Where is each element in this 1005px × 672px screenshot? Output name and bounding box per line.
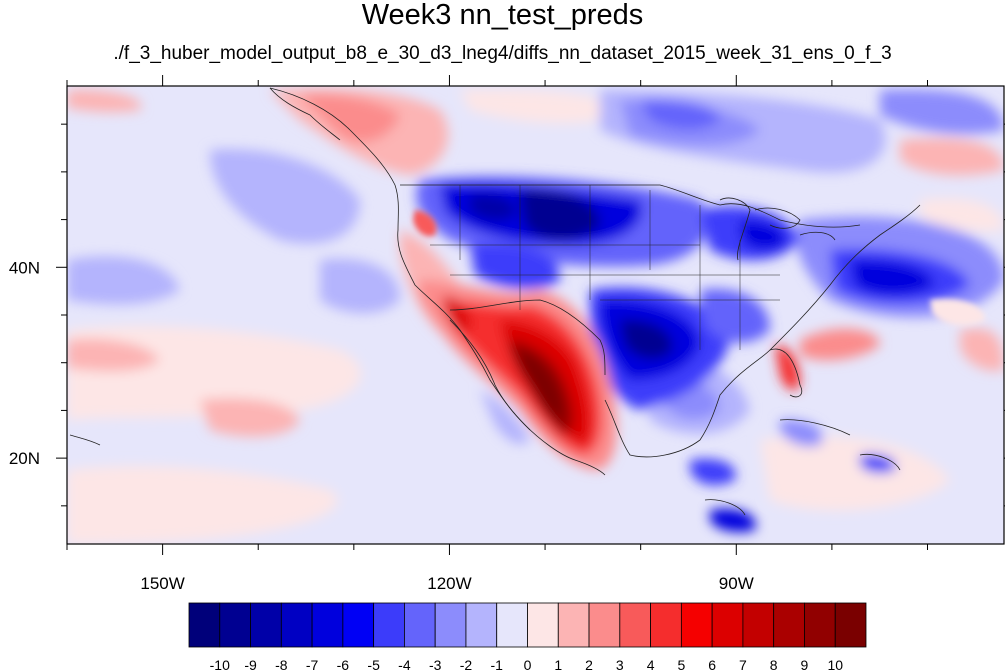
colorbar-swatch: [834, 602, 867, 648]
colorbar-swatch: [219, 602, 251, 648]
field-blob: [300, 94, 400, 143]
colorbar-label: 8: [770, 657, 778, 672]
great-lakes: [719, 197, 836, 261]
us-canada-border: [400, 184, 861, 228]
colorbar-label: -8: [275, 657, 288, 672]
colorbar-label: -6: [337, 657, 350, 672]
colorbar-label: -9: [244, 657, 257, 672]
field-blob: [470, 194, 516, 221]
state-lines: [430, 185, 780, 350]
field-blob: [470, 243, 560, 290]
caribbean-islands: [704, 419, 901, 516]
field-blob: [67, 338, 160, 372]
colorbar-label: -3: [429, 657, 442, 672]
axes: 150W 120W 90W 40N 20N: [9, 75, 1005, 593]
colorbar-swatch: [527, 602, 559, 648]
colorbar-label: -10: [210, 657, 230, 672]
field-blob: [67, 466, 338, 544]
field-blob: [640, 99, 720, 130]
colorbar-swatch: [465, 602, 498, 648]
colorbar-label: -4: [398, 657, 411, 672]
field-blob: [320, 258, 400, 314]
x-tick-label: 90W: [719, 574, 754, 593]
colorbar-swatch: [773, 602, 805, 648]
colorbar-swatch: [742, 602, 775, 648]
us-mexico-border: [449, 299, 606, 376]
field-blob: [760, 436, 950, 511]
colorbar-swatch: [557, 602, 590, 648]
colorbar-swatch: [404, 602, 436, 648]
field-blob: [740, 219, 786, 251]
colorbar-swatch: [280, 602, 313, 648]
colorbar-label: 9: [801, 657, 809, 672]
field-blob: [850, 259, 935, 296]
colorbar-swatch: [188, 602, 221, 648]
colorbar-label: 4: [647, 657, 655, 672]
colorbar-label: 10: [827, 657, 843, 672]
field-blob: [200, 398, 300, 437]
plot-subtitle: ./f_3_huber_model_output_b8_e_30_d3_lneg…: [113, 43, 892, 64]
colorbar-swatch: [711, 602, 744, 648]
colorbar-label: 2: [585, 657, 593, 672]
field-blob: [413, 210, 437, 237]
colorbar-label: 3: [616, 657, 624, 672]
colorbar-swatch: [680, 602, 713, 648]
field-blob: [520, 350, 561, 417]
colorbar-swatch: [588, 602, 621, 648]
field-blob: [920, 198, 1004, 232]
field-blob: [930, 298, 985, 326]
field-blob: [775, 345, 800, 391]
field-blob: [780, 419, 823, 447]
colorbar-swatch: [250, 602, 282, 648]
colorbar-swatch: [373, 602, 405, 648]
field-blob: [900, 138, 1004, 176]
y-tick-label: 40N: [9, 258, 40, 277]
colorbar-label: 0: [524, 657, 532, 672]
colorbar-label: 6: [708, 657, 716, 672]
field-blob: [700, 289, 770, 343]
field-blob: [445, 295, 471, 332]
colorbar-swatch: [342, 602, 375, 648]
x-tick-label: 150W: [140, 574, 184, 593]
field-blob: [880, 89, 1004, 135]
anomaly-field: [67, 86, 1004, 544]
field-blob: [520, 189, 600, 240]
colorbar-swatch: [650, 602, 682, 648]
colorbar-swatch: [311, 602, 344, 648]
colorbar-swatch: [619, 602, 651, 648]
colorbar: -10 -9 -8 -7 -6 -5 -4 -3 -2 -1 0 1 2 3 4 5 6 7 8 9 10: [188, 602, 867, 672]
coastlines: [69, 87, 921, 516]
field-blob: [960, 328, 1004, 371]
coastline-baja: [449, 319, 531, 431]
colorbar-label: -7: [306, 657, 319, 672]
coastline-east: [769, 204, 921, 351]
field-blob: [800, 328, 880, 361]
field-blob: [67, 89, 142, 113]
field-blob: [460, 89, 620, 124]
colorbar-label: 7: [739, 657, 747, 672]
field-blob: [620, 319, 673, 360]
field-blob: [67, 256, 180, 305]
hawaii: [69, 434, 101, 446]
colorbar-label: -5: [367, 657, 380, 672]
coastline-north-america: [269, 87, 606, 476]
colorbar-label: 5: [677, 657, 685, 672]
colorbar-swatch: [496, 602, 528, 648]
y-tick-label: 20N: [9, 449, 40, 468]
coastline-gulf: [604, 348, 803, 458]
x-tick-label: 120W: [427, 574, 471, 593]
plot-title: Week3 nn_test_preds: [361, 0, 644, 31]
colorbar-label: 1: [554, 657, 562, 672]
colorbar-label: -2: [460, 657, 473, 672]
field-blob: [210, 149, 360, 244]
alaska-panhandle: [269, 87, 341, 141]
field-blob: [480, 390, 530, 445]
colorbar-swatch: [434, 602, 467, 648]
field-blob: [690, 458, 736, 486]
colorbar-swatch: [804, 602, 836, 648]
colorbar-label: -1: [491, 657, 504, 672]
